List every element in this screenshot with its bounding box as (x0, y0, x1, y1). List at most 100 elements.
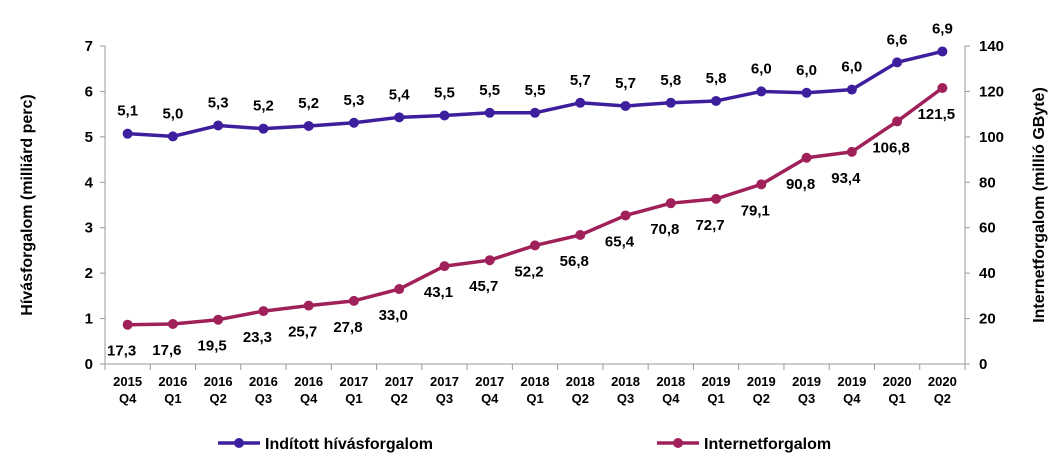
series-point-1 (665, 198, 676, 209)
legend-marker-0 (234, 438, 244, 448)
data-label-1: 90,8 (786, 176, 815, 193)
data-label-0: 6,6 (887, 31, 908, 48)
series-point-1 (167, 319, 178, 330)
x-tick-label-quarter: Q3 (436, 391, 453, 406)
data-label-0: 5,1 (117, 103, 138, 120)
x-tick-label-year: 2017 (430, 374, 459, 389)
y2-tick-label: 0 (979, 356, 987, 373)
data-label-0: 5,8 (706, 70, 727, 87)
series-point-0 (711, 95, 722, 106)
series-line-1 (127, 86, 944, 327)
data-label-1: 43,1 (424, 284, 453, 301)
x-tick-label-year: 2018 (656, 374, 685, 389)
data-label-0: 6,0 (751, 60, 772, 77)
x-tick-label-quarter: Q4 (119, 391, 137, 406)
x-tick-label-year: 2016 (204, 374, 233, 389)
series-point-0 (801, 87, 812, 98)
x-tick-label-year: 2020 (928, 374, 957, 389)
series-point-1 (937, 83, 948, 94)
y2-tick-label: 120 (979, 83, 1004, 100)
x-tick-label-year: 2016 (158, 374, 187, 389)
x-tick-label-quarter: Q3 (798, 391, 815, 406)
x-tick-label-year: 2017 (475, 374, 504, 389)
data-label-1: 19,5 (198, 338, 227, 355)
y2-tick-label: 140 (979, 38, 1004, 55)
data-label-0: 5,5 (434, 85, 455, 102)
data-label-0: 5,4 (389, 86, 411, 103)
data-label-0: 5,8 (660, 72, 681, 89)
series-point-0 (892, 57, 903, 68)
data-label-1: 65,4 (605, 233, 635, 250)
data-label-0: 5,7 (570, 72, 591, 89)
y-tick-label: 6 (85, 83, 93, 100)
chart-legend: Indított hívásforgalom Internetforgalom (218, 436, 831, 453)
series-point-1 (348, 295, 359, 306)
y2-tick-label: 80 (979, 174, 996, 191)
data-label-1: 33,0 (379, 307, 408, 324)
x-tick-label-quarter: Q1 (888, 391, 905, 406)
data-label-1: 17,6 (152, 342, 181, 359)
series-point-1 (122, 319, 133, 330)
data-label-1: 70,8 (650, 221, 679, 238)
y-tick-label: 1 (85, 311, 93, 328)
y2-tick-label: 40 (979, 265, 996, 282)
x-tick-label-quarter: Q3 (255, 391, 272, 406)
data-label-0: 5,7 (615, 75, 636, 92)
series-point-1 (892, 116, 903, 127)
data-label-1: 23,3 (243, 329, 272, 346)
series-point-1 (846, 146, 857, 157)
legend-label-0: Indított hívásforgalom (265, 436, 433, 453)
data-label-1: 56,8 (560, 253, 589, 270)
data-label-1: 79,1 (741, 202, 770, 219)
y2-tick-label: 20 (979, 311, 996, 328)
x-tick-label-quarter: Q1 (164, 391, 181, 406)
x-tick-label-year: 2017 (385, 374, 414, 389)
x-tick-label-year: 2019 (792, 374, 821, 389)
y-tick-label: 3 (85, 220, 93, 237)
series-point-0 (937, 46, 948, 57)
x-tick-label-quarter: Q1 (707, 391, 724, 406)
y2-tick-label: 100 (979, 129, 1004, 146)
x-tick-label-quarter: Q2 (572, 391, 589, 406)
series-point-0 (575, 97, 586, 108)
x-tick-label-quarter: Q2 (391, 391, 408, 406)
series-point-0 (439, 110, 450, 121)
series-point-0 (846, 84, 857, 95)
data-label-1: 45,7 (469, 278, 498, 295)
x-tick-label-year: 2018 (521, 374, 550, 389)
data-label-1: 93,4 (831, 170, 861, 187)
series-point-1 (711, 193, 722, 204)
series-point-0 (665, 97, 676, 108)
series-point-0 (303, 120, 314, 131)
data-label-0: 6,0 (796, 62, 817, 79)
series-point-1 (439, 261, 450, 272)
data-label-1: 72,7 (695, 217, 724, 234)
data-label-1: 17,3 (107, 343, 136, 360)
series-point-1 (484, 255, 495, 266)
series-point-1 (620, 210, 631, 221)
data-label-1: 106,8 (872, 139, 910, 156)
data-label-0: 6,9 (932, 20, 953, 37)
x-tick-label-year: 2017 (339, 374, 368, 389)
x-tick-label-quarter: Q1 (526, 391, 543, 406)
series-point-0 (167, 131, 178, 142)
data-label-1: 121,5 (918, 106, 956, 123)
series-point-0 (484, 107, 495, 118)
x-tick-label-quarter: Q1 (345, 391, 362, 406)
chart-series (122, 46, 948, 330)
x-tick-label-quarter: Q4 (843, 391, 861, 406)
series-point-1 (756, 179, 767, 190)
series-point-0 (620, 100, 631, 111)
y2-tick-label: 60 (979, 220, 996, 237)
x-tick-label-year: 2015 (113, 374, 142, 389)
series-point-1 (258, 306, 269, 317)
x-tick-label-year: 2020 (883, 374, 912, 389)
legend-marker-1 (673, 438, 683, 448)
x-tick-label-year: 2018 (566, 374, 595, 389)
series-point-1 (303, 300, 314, 311)
x-tick-label-year: 2016 (249, 374, 278, 389)
x-tick-label-quarter: Q3 (617, 391, 634, 406)
x-tick-label-quarter: Q2 (934, 391, 951, 406)
series-point-0 (213, 120, 224, 131)
